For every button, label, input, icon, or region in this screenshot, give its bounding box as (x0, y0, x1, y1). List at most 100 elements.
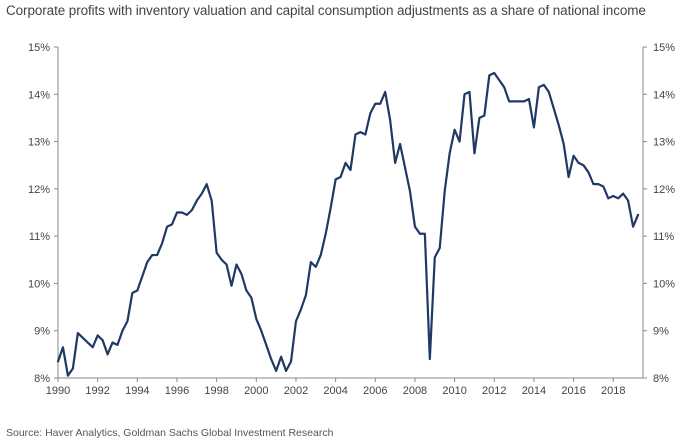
data-point (419, 233, 420, 234)
data-point (608, 198, 609, 199)
data-point (211, 200, 212, 201)
y-tick-label-left: 13% (28, 137, 50, 149)
data-point (117, 344, 118, 345)
data-point (553, 108, 554, 109)
data-point (280, 356, 281, 357)
source-note: Source: Haver Analytics, Goldman Sachs G… (6, 427, 334, 439)
data-point (122, 330, 123, 331)
data-point (598, 184, 599, 185)
data-point (459, 141, 460, 142)
data-point (623, 193, 624, 194)
data-point (226, 264, 227, 265)
data-point (330, 207, 331, 208)
data-point (563, 143, 564, 144)
data-point (171, 224, 172, 225)
data-point (107, 354, 108, 355)
y-axis-left-ticks: 8% 9% 10% 11% 12% 13% 14% 15% (28, 42, 58, 385)
data-point (613, 195, 614, 196)
data-point (157, 254, 158, 255)
data-point (266, 344, 267, 345)
data-point (77, 332, 78, 333)
data-point (112, 342, 113, 343)
data-point (315, 266, 316, 267)
data-point (434, 257, 435, 258)
data-point (424, 233, 425, 234)
data-point (290, 361, 291, 362)
data-point (300, 309, 301, 310)
data-point (548, 91, 549, 92)
x-tick-label: 2012 (482, 385, 506, 397)
data-point (62, 347, 63, 348)
data-point (409, 191, 410, 192)
data-point (454, 129, 455, 130)
data-point (92, 347, 93, 348)
data-point (518, 101, 519, 102)
x-tick-label: 2016 (561, 385, 585, 397)
data-point (340, 176, 341, 177)
data-point (295, 321, 296, 322)
data-point (285, 370, 286, 371)
data-point (632, 226, 633, 227)
data-point (261, 330, 262, 331)
data-point (404, 167, 405, 168)
y-tick-label-right: 11% (653, 231, 674, 243)
data-point (310, 262, 311, 263)
data-point (578, 162, 579, 163)
data-point (558, 124, 559, 125)
data-point (499, 80, 500, 81)
y-tick-label-left: 11% (29, 231, 50, 243)
data-point (514, 101, 515, 102)
data-point (449, 153, 450, 154)
data-point (181, 212, 182, 213)
data-point (102, 340, 103, 341)
data-point (494, 72, 495, 73)
data-point (201, 193, 202, 194)
y-tick-label-right: 9% (653, 326, 669, 338)
data-point (380, 103, 381, 104)
data-point (444, 191, 445, 192)
y-tick-label-right: 12% (653, 184, 675, 196)
data-point (375, 103, 376, 104)
data-point (305, 295, 306, 296)
data-point (67, 375, 68, 376)
data-point (603, 186, 604, 187)
y-tick-label-right: 10% (653, 278, 675, 290)
data-point (484, 115, 485, 116)
data-point (231, 285, 232, 286)
data-point (528, 98, 529, 99)
data-point (320, 254, 321, 255)
data-point (370, 113, 371, 114)
x-axis-ticks: 1990 1992 1994 1996 1998 2000 2002 2004 2006 2008… (46, 378, 625, 397)
x-tick-label: 1990 (46, 385, 70, 397)
data-point (568, 176, 569, 177)
data-point (137, 290, 138, 291)
data-point (152, 254, 153, 255)
series-line (56, 71, 640, 377)
data-point (335, 179, 336, 180)
y-tick-label-left: 9% (34, 326, 50, 338)
data-point (127, 321, 128, 322)
data-point (618, 198, 619, 199)
chart-axes (57, 47, 644, 379)
data-point (82, 337, 83, 338)
data-point (57, 361, 58, 362)
y-tick-label-right: 14% (653, 89, 675, 101)
data-point (325, 233, 326, 234)
data-point (221, 259, 222, 260)
chart-title: Corporate profits with inventory valuati… (6, 3, 646, 18)
data-point (256, 318, 257, 319)
data-point (246, 290, 247, 291)
y-tick-label-left: 14% (28, 89, 50, 101)
data-point (489, 75, 490, 76)
y-tick-label-left: 8% (34, 373, 50, 385)
data-point (504, 87, 505, 88)
x-tick-label: 2014 (522, 385, 546, 397)
x-tick-label: 2010 (442, 385, 466, 397)
data-point (365, 134, 366, 135)
data-point (573, 155, 574, 156)
data-point (241, 273, 242, 274)
x-tick-label: 1994 (125, 385, 149, 397)
data-point (355, 134, 356, 135)
x-tick-label: 1992 (85, 385, 109, 397)
